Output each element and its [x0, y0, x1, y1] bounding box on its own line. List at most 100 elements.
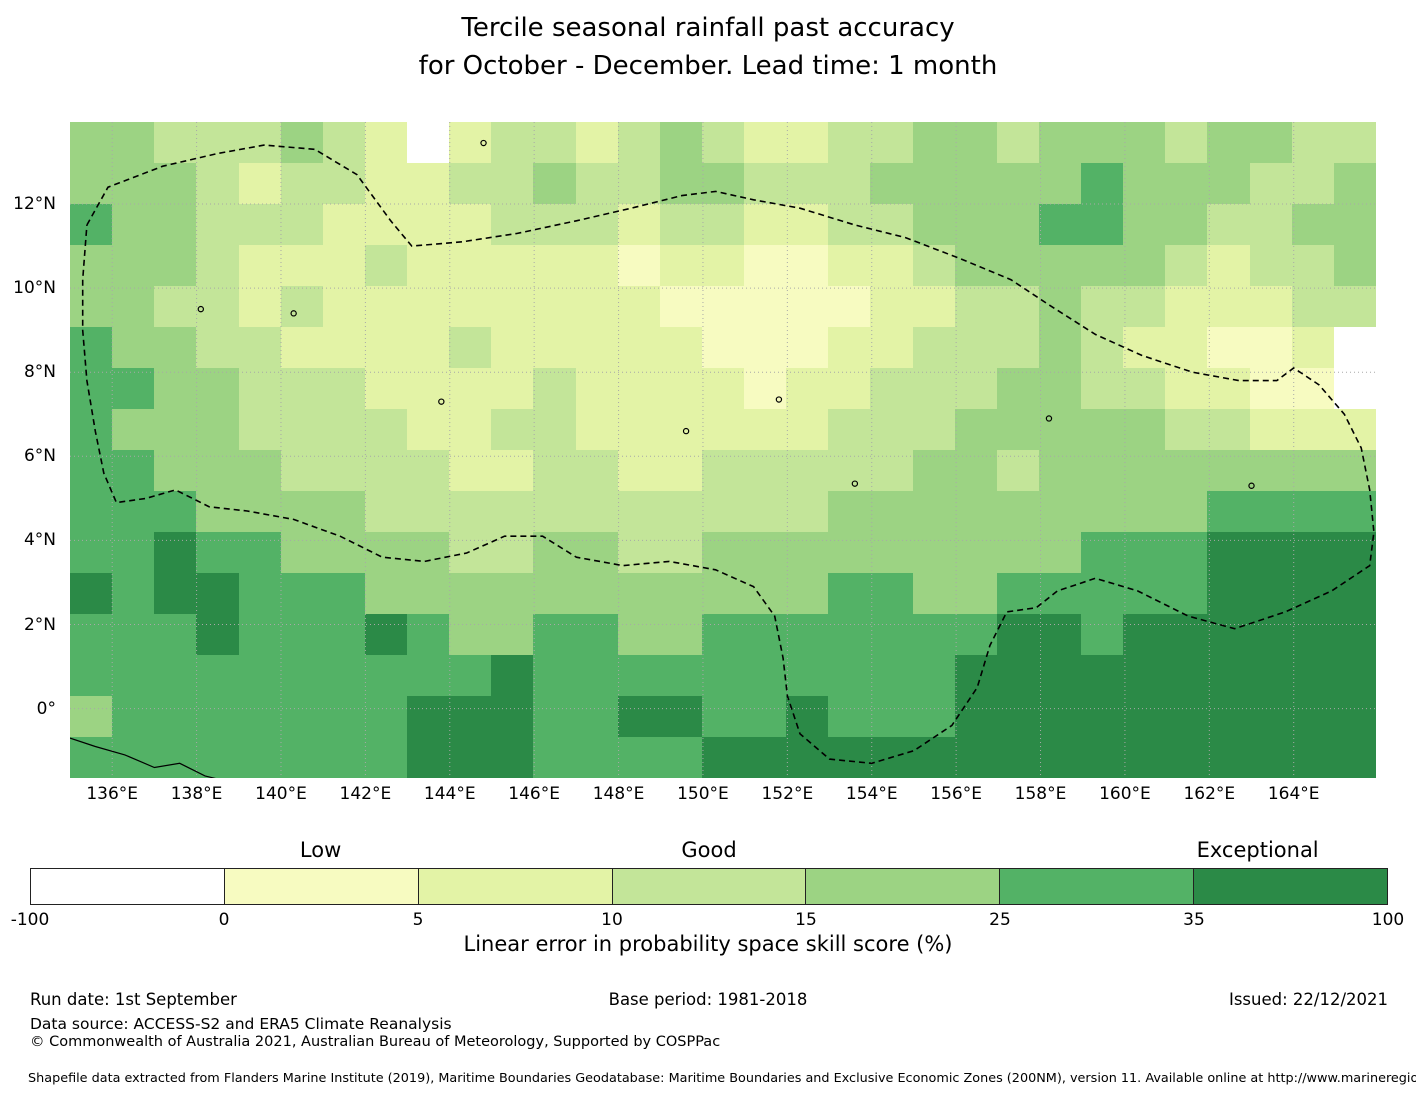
map-cell	[70, 327, 113, 368]
map-cell	[407, 122, 450, 163]
map-cell	[449, 491, 492, 532]
map-cell	[322, 245, 365, 286]
map-cell	[1038, 368, 1082, 409]
map-cell	[659, 286, 702, 327]
map-cell	[996, 450, 1039, 491]
map-cell	[786, 573, 829, 614]
map-cell	[1207, 368, 1250, 409]
map-cell	[701, 409, 745, 450]
map-cell	[575, 286, 618, 327]
map-cell	[744, 491, 787, 532]
map-cell	[154, 245, 197, 286]
map-cell	[659, 737, 702, 778]
map-cell	[449, 327, 492, 368]
map-cell	[238, 163, 281, 204]
map-cell	[575, 245, 618, 286]
map-cell	[322, 409, 365, 450]
map-cell	[322, 573, 365, 614]
map-cell	[996, 696, 1039, 737]
map-cell	[112, 532, 155, 573]
map-cell	[617, 368, 660, 409]
map-cell	[70, 737, 113, 778]
island-outline	[197, 305, 205, 313]
map-cell	[996, 286, 1039, 327]
x-tick-label: 144°E	[423, 784, 476, 804]
map-cell	[701, 450, 745, 491]
map-cell	[1333, 122, 1376, 163]
y-tick-label: 10°N	[13, 278, 56, 299]
map-cell	[280, 737, 323, 778]
map-cell	[154, 655, 197, 696]
map-cell	[575, 204, 618, 245]
map-cell	[1249, 245, 1292, 286]
map-cell	[870, 696, 913, 737]
island-outline	[1045, 415, 1053, 422]
map-cell	[1038, 450, 1082, 491]
map-cell	[828, 368, 871, 409]
map-cell	[491, 327, 534, 368]
map-cell	[786, 204, 829, 245]
map-cell	[449, 655, 492, 696]
map-cell	[238, 573, 281, 614]
map-cell	[322, 450, 365, 491]
map-cell	[280, 573, 323, 614]
map-cell	[1123, 573, 1166, 614]
map-cell	[659, 245, 702, 286]
map-cell	[407, 163, 450, 204]
map-cell	[1291, 204, 1334, 245]
map-cell	[1123, 409, 1166, 450]
island-outline	[682, 427, 690, 435]
map-cell	[322, 286, 365, 327]
map-cell	[575, 655, 618, 696]
map-cell	[701, 163, 745, 204]
map-cell	[238, 368, 281, 409]
map-cell	[1207, 409, 1250, 450]
map-cell	[744, 737, 787, 778]
map-cell	[112, 409, 155, 450]
map-cell	[238, 286, 281, 327]
y-tick-label: 12°N	[13, 194, 56, 214]
map-cell	[280, 204, 323, 245]
map-cell	[912, 696, 955, 737]
coastline	[70, 737, 216, 778]
map-cell	[491, 737, 534, 778]
map-cell	[1038, 614, 1082, 655]
map-cell	[996, 122, 1039, 163]
map-cell	[996, 204, 1039, 245]
map-cell	[1249, 327, 1292, 368]
map-cell	[1081, 286, 1124, 327]
map-cell	[1207, 655, 1250, 696]
map-cell	[407, 450, 450, 491]
map-cell	[1207, 737, 1250, 778]
map-cell	[449, 245, 492, 286]
map-cell	[533, 409, 576, 450]
map-cell	[154, 737, 197, 778]
map-cell	[870, 163, 913, 204]
colorbar-segment	[805, 869, 1000, 904]
title-line-1: Tercile seasonal rainfall past accuracy	[461, 13, 955, 43]
map-cell	[912, 245, 955, 286]
map-cell	[112, 573, 155, 614]
map-cell	[533, 368, 576, 409]
map-cell	[996, 163, 1039, 204]
x-tick-label: 140°E	[255, 784, 307, 804]
map-cell	[1333, 163, 1376, 204]
map-cell	[744, 532, 787, 573]
map-cell	[870, 532, 913, 573]
map-cell	[659, 122, 702, 163]
map-cell	[575, 163, 618, 204]
map-cell	[575, 573, 618, 614]
map-cell	[659, 491, 702, 532]
map-cell	[996, 737, 1039, 778]
figure-title: Tercile seasonal rainfall past accuracy …	[0, 10, 1416, 85]
map-cell	[1081, 122, 1124, 163]
map-cell	[1038, 245, 1082, 286]
map-cell	[533, 327, 576, 368]
map-cell	[1123, 450, 1166, 491]
map-cell	[533, 122, 576, 163]
map-plot	[70, 122, 1376, 778]
issued-date-text: Issued: 22/12/2021	[1228, 990, 1388, 1009]
map-cell	[1081, 655, 1124, 696]
map-cell	[238, 614, 281, 655]
